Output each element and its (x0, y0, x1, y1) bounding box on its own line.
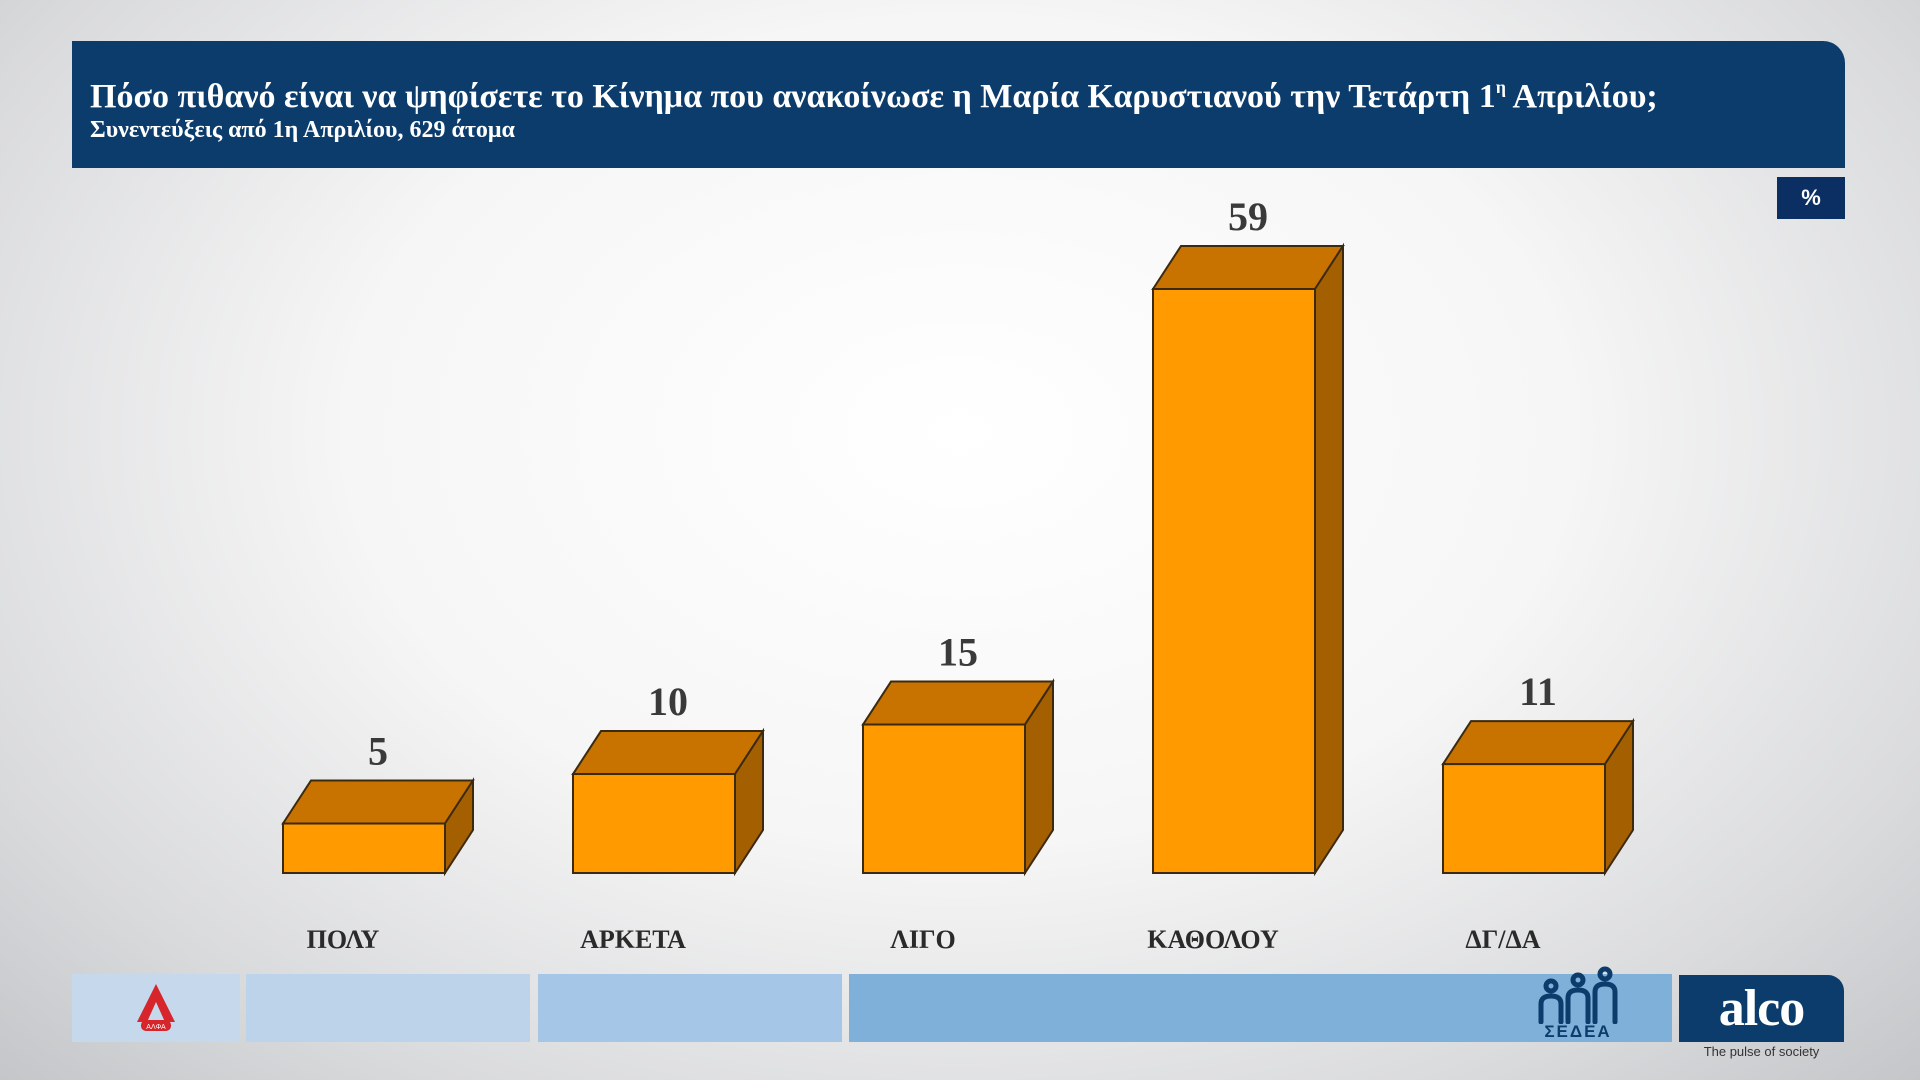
chart-title: Πόσο πιθανό είναι να ψηφίσετε το Κίνημα … (90, 67, 1845, 117)
category-label: ΑΡΚΕΤΑ (580, 925, 686, 954)
bar-top (281, 779, 475, 825)
category-label: ΠΟΛΥ (307, 925, 380, 954)
chart-subtitle: Συνεντεύξεις από 1η Απριλίου, 629 άτομα (90, 117, 515, 143)
bar (1152, 288, 1316, 874)
bar (572, 773, 736, 875)
category-label: ΔΓ/ΔΑ (1465, 925, 1540, 954)
alpha-logo-icon: ΑΛΦΑ (137, 984, 175, 1031)
chart-title-text: Πόσο πιθανό είναι να ψηφίσετε το Κίνημα … (90, 78, 1496, 115)
alco-logo: alco (1679, 975, 1844, 1042)
data-label: 5 (368, 729, 388, 774)
bar (282, 822, 446, 875)
data-label: 15 (938, 630, 978, 675)
chart-title-end: Απριλίου; (1505, 78, 1658, 115)
footer-strip-2 (538, 974, 842, 1042)
category-label: ΚΑΘΟΛΟΥ (1147, 925, 1279, 954)
alco-tagline: The pulse of society (1703, 1044, 1820, 1059)
category-label: ΛΙΓΟ (890, 925, 956, 954)
alpha-logo-label: ΑΛΦΑ (146, 1024, 166, 1031)
bar-top (1151, 245, 1345, 290)
chart-title-superscript: η (1495, 77, 1506, 97)
sedea-text: ΣΕΔΕΑ (1544, 1022, 1612, 1041)
footer-strip-3 (849, 974, 1672, 1042)
chart-title-bar: Πόσο πιθανό είναι να ψηφίσετε το Κίνημα … (72, 41, 1845, 168)
bar-top (1441, 720, 1635, 766)
people-icon (1538, 966, 1618, 1024)
bar-top (861, 680, 1055, 726)
sedea-logo: ΣΕΔΕΑ (1528, 966, 1628, 1048)
data-label: 59 (1228, 194, 1268, 239)
data-label: 11 (1519, 669, 1557, 714)
footer-strip-1 (246, 974, 530, 1042)
alpha-logo: ΑΛΦΑ (72, 974, 240, 1042)
unit-badge: % (1777, 177, 1845, 219)
data-label: 10 (648, 679, 688, 724)
bar (1442, 763, 1606, 875)
bar-top (571, 730, 765, 776)
bar (862, 723, 1026, 875)
bar-side (1314, 242, 1344, 877)
